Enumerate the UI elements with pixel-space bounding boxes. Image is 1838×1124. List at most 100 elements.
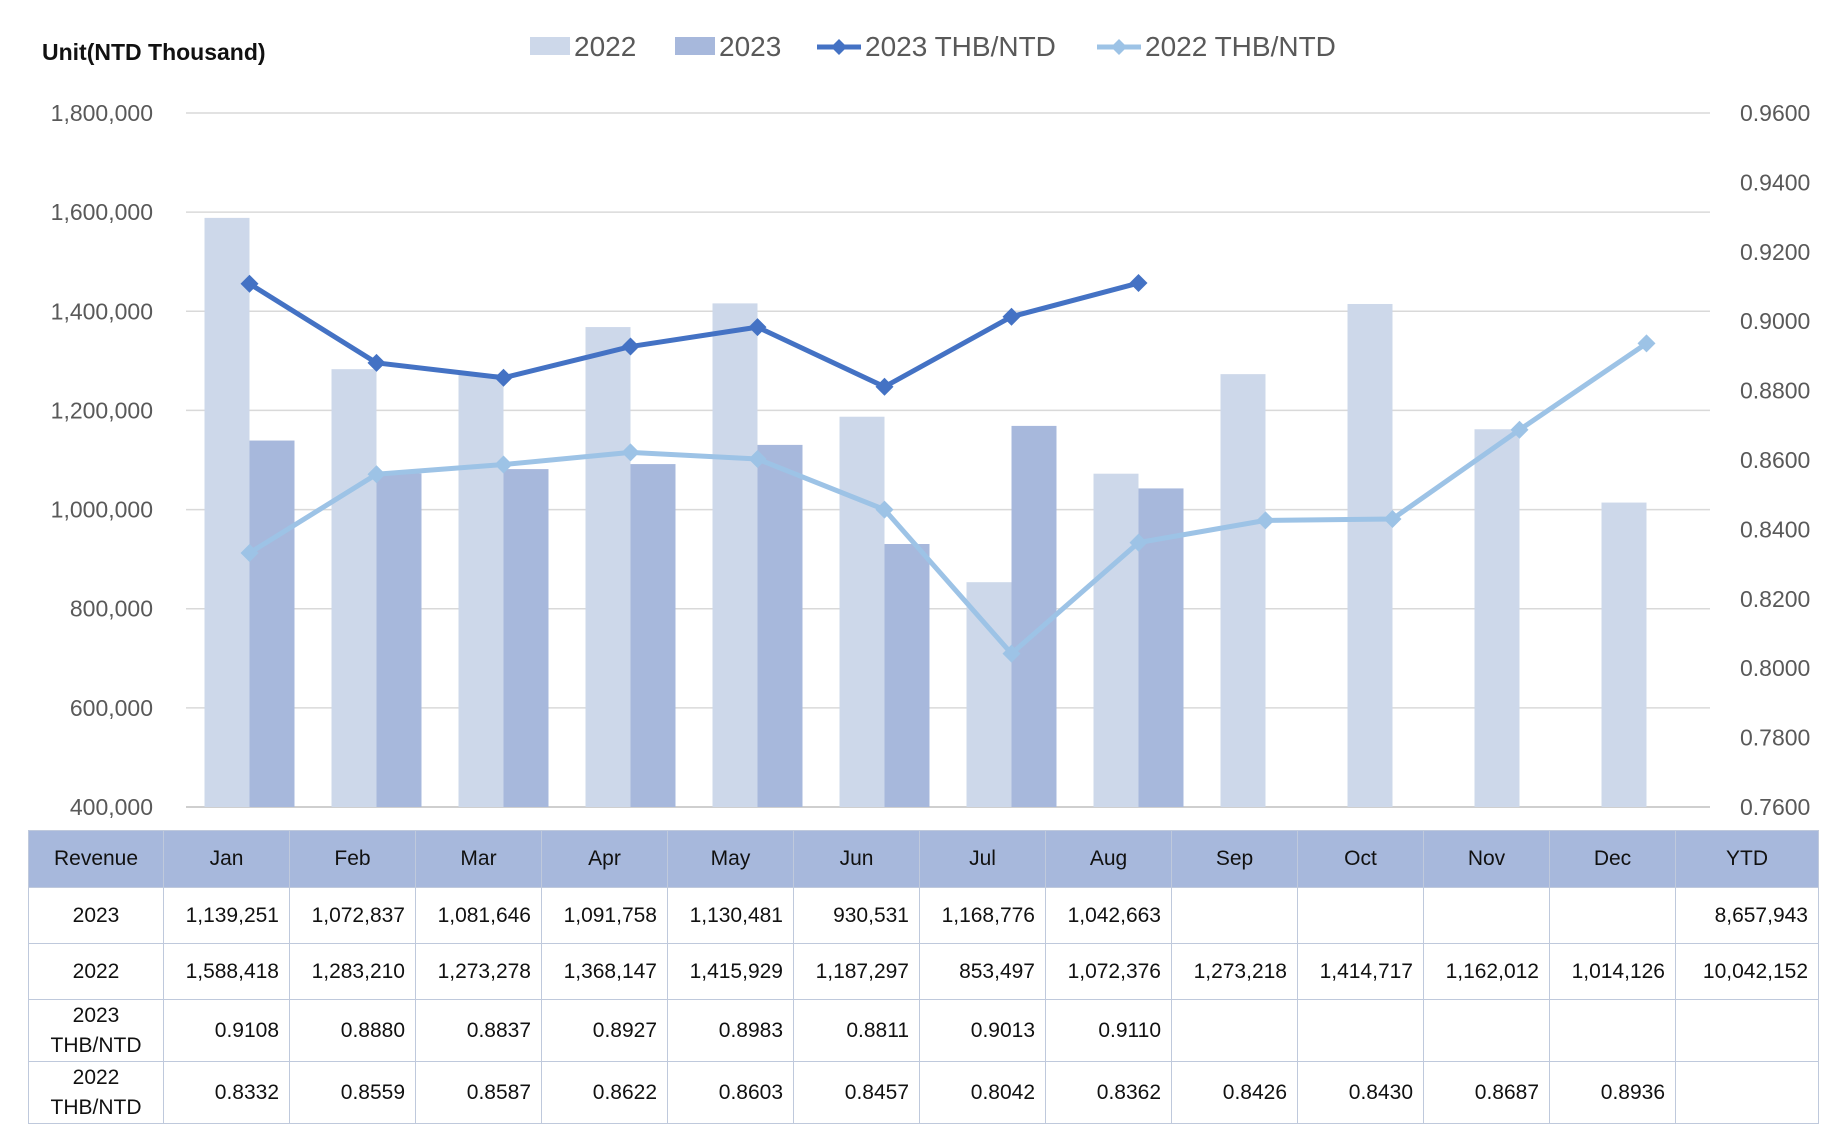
bar-2022-May xyxy=(713,303,758,807)
table-cell: 0.8603 xyxy=(668,1062,794,1124)
table-cell: 0.8457 xyxy=(794,1062,920,1124)
table-cell: 0.8587 xyxy=(416,1062,542,1124)
table-cell: 1,588,418 xyxy=(164,944,290,1000)
table-cell: 0.8880 xyxy=(290,1000,416,1062)
table-cell xyxy=(1172,888,1298,944)
table-cell: 0.9108 xyxy=(164,1000,290,1062)
bar-2023-May xyxy=(758,445,803,807)
table-cell: 0.8687 xyxy=(1424,1062,1550,1124)
legend-marker xyxy=(1111,39,1127,55)
table-column-header: Jun xyxy=(794,831,920,888)
legend-label: 2023 THB/NTD xyxy=(865,31,1056,62)
table-cell xyxy=(1298,888,1424,944)
table-cell: 1,415,929 xyxy=(668,944,794,1000)
table-column-header: Dec xyxy=(1550,831,1676,888)
table-cell xyxy=(1676,1062,1819,1124)
bar-2023-Apr xyxy=(631,464,676,807)
table-cell: 1,072,837 xyxy=(290,888,416,944)
bars-layer xyxy=(205,218,1647,807)
bar-2023-Jun xyxy=(885,544,930,807)
right-axis-tick-label: 0.8600 xyxy=(1740,447,1810,473)
table-cell: 8,657,943 xyxy=(1676,888,1819,944)
table-cell xyxy=(1298,1000,1424,1062)
table-cell: 0.8837 xyxy=(416,1000,542,1062)
revenue-exchange-rate-chart: Unit(NTD Thousand) 2022 2023 2023 THB/NTD 2… xyxy=(0,0,1838,830)
bar-2023-Mar xyxy=(504,469,549,807)
table-cell: 930,531 xyxy=(794,888,920,944)
table-column-header: Oct xyxy=(1298,831,1424,888)
bar-2023-Jul xyxy=(1012,426,1057,807)
table-cell: 853,497 xyxy=(920,944,1046,1000)
bar-2022-Aug xyxy=(1094,474,1139,807)
table-row: 2022 THB/NTD 0.8332 0.8559 0.8587 0.8622 0.860… xyxy=(29,1062,1819,1124)
left-axis: 1,800,0001,600,0001,400,0001,200,0001,00… xyxy=(51,100,153,820)
table-cell: 0.9013 xyxy=(920,1000,1046,1062)
table-column-header: Sep xyxy=(1172,831,1298,888)
left-axis-tick-label: 1,600,000 xyxy=(51,199,153,225)
table-cell: 0.8936 xyxy=(1550,1062,1676,1124)
legend: 2022 2023 2023 THB/NTD 2022 THB/NTD xyxy=(530,31,1336,62)
table-column-header: Apr xyxy=(542,831,668,888)
table-cell: 0.8430 xyxy=(1298,1062,1424,1124)
right-axis-tick-label: 0.9400 xyxy=(1740,169,1810,195)
legend-marker xyxy=(831,39,847,55)
table-cell: 1,042,663 xyxy=(1046,888,1172,944)
bar-2022-Mar xyxy=(459,374,504,807)
table-cell: 1,187,297 xyxy=(794,944,920,1000)
bar-2023-Feb xyxy=(377,473,422,807)
table-row-header: 2022 xyxy=(29,944,164,1000)
table-column-header: Feb xyxy=(290,831,416,888)
table-cell: 1,162,012 xyxy=(1424,944,1550,1000)
unit-label: Unit(NTD Thousand) xyxy=(42,39,266,65)
bar-2022-Nov xyxy=(1475,429,1520,807)
right-axis-tick-label: 0.8000 xyxy=(1740,655,1810,681)
table-column-header: Aug xyxy=(1046,831,1172,888)
table-cell: 0.8811 xyxy=(794,1000,920,1062)
point-2023-THB-NTD-Aug xyxy=(1130,274,1148,292)
table-cell xyxy=(1676,1000,1819,1062)
bar-2022-Sep xyxy=(1221,374,1266,807)
bar-2023-Jan xyxy=(250,441,295,807)
left-axis-tick-label: 600,000 xyxy=(70,695,153,721)
table-cell: 0.8042 xyxy=(920,1062,1046,1124)
left-axis-tick-label: 1,400,000 xyxy=(51,298,153,324)
bar-2022-Feb xyxy=(332,369,377,807)
table-cell: 0.8559 xyxy=(290,1062,416,1124)
table-cell xyxy=(1172,1000,1298,1062)
bar-2022-Dec xyxy=(1602,503,1647,807)
legend-swatch xyxy=(530,37,570,55)
right-axis-tick-label: 0.8400 xyxy=(1740,516,1810,542)
table-column-header: Jul xyxy=(920,831,1046,888)
table-row: 2023 THB/NTD 0.9108 0.8880 0.8837 0.8927 0.898… xyxy=(29,1000,1819,1062)
table-row-header: 2023 THB/NTD xyxy=(29,1000,164,1062)
left-axis-tick-label: 1,800,000 xyxy=(51,100,153,126)
legend-label: 2022 THB/NTD xyxy=(1145,31,1336,62)
right-axis: 0.9600 0.9400 0.9200 0.9000 0.8800 0.8600 0.84… xyxy=(1740,100,1810,820)
table-cell xyxy=(1424,888,1550,944)
table-cell: 1,273,218 xyxy=(1172,944,1298,1000)
left-axis-tick-label: 800,000 xyxy=(70,596,153,622)
table-cell: 1,091,758 xyxy=(542,888,668,944)
right-axis-tick-label: 0.8800 xyxy=(1740,378,1810,404)
table-column-header: Jan xyxy=(164,831,290,888)
table-cell: 1,130,481 xyxy=(668,888,794,944)
table-cell: 1,072,376 xyxy=(1046,944,1172,1000)
right-axis-tick-label: 0.7800 xyxy=(1740,725,1810,751)
table-cell: 0.9110 xyxy=(1046,1000,1172,1062)
bar-2022-Jun xyxy=(840,417,885,807)
table-cell: 1,081,646 xyxy=(416,888,542,944)
right-axis-tick-label: 0.8200 xyxy=(1740,586,1810,612)
table-column-header: Nov xyxy=(1424,831,1550,888)
table-cell: 1,168,776 xyxy=(920,888,1046,944)
table-cell: 1,014,126 xyxy=(1550,944,1676,1000)
right-axis-tick-label: 0.9000 xyxy=(1740,308,1810,334)
table-cell xyxy=(1550,888,1676,944)
bar-2022-Jan xyxy=(205,218,250,807)
bar-2022-Oct xyxy=(1348,304,1393,807)
right-axis-tick-label: 0.9600 xyxy=(1740,100,1810,126)
table-cell: 1,283,210 xyxy=(290,944,416,1000)
table-header-row: Revenue Jan Feb Mar Apr May Jun Jul Aug Sep Oct Nov… xyxy=(29,831,1819,888)
table-cell xyxy=(1550,1000,1676,1062)
table-corner-header: Revenue xyxy=(29,831,164,888)
table-cell: 0.8927 xyxy=(542,1000,668,1062)
